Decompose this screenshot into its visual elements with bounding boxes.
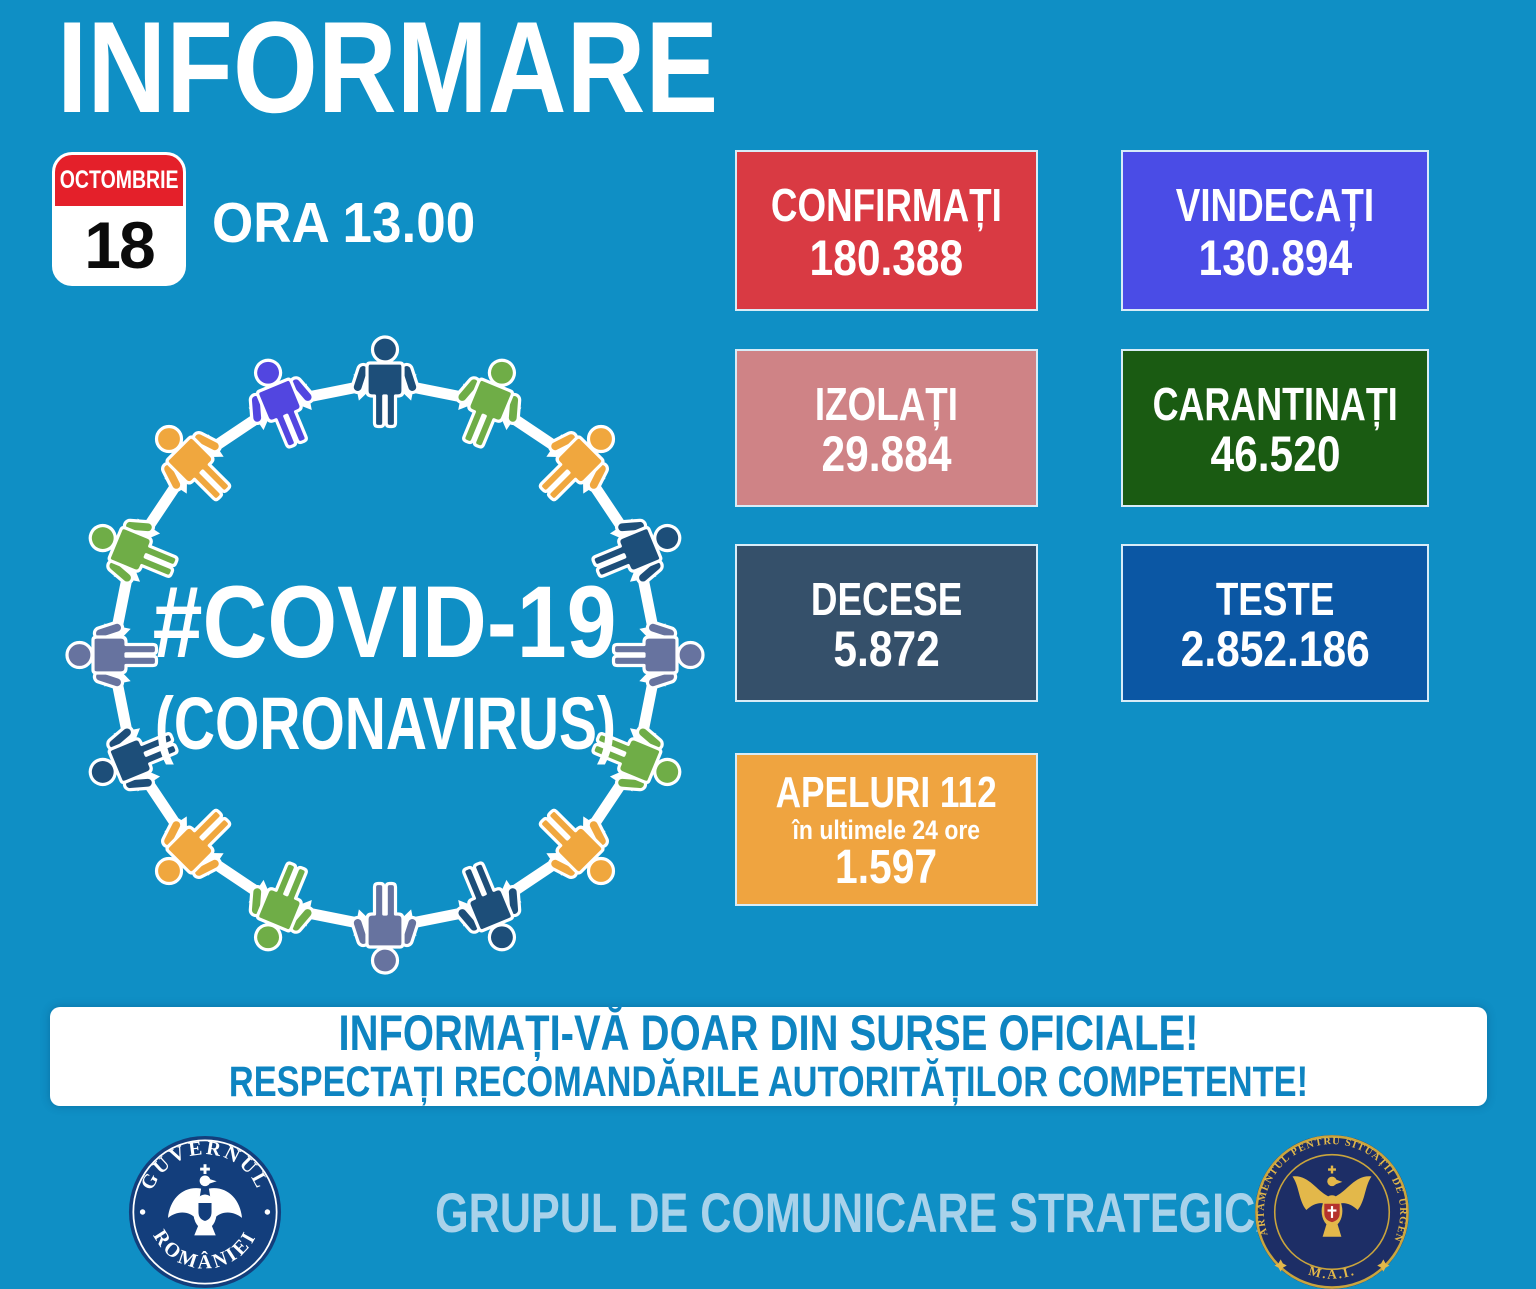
page-title: INFORMARE [57,0,719,140]
banner-line-2: RESPECTAȚI RECOMANDĂRILE AUTORITĂȚILOR C… [228,1058,1309,1107]
svg-text:M.A.I.: M.A.I. [1307,1263,1357,1282]
person-figure [520,404,636,520]
person-figure [134,404,250,520]
stat-label: TESTE [1215,573,1335,625]
person-figure [134,790,250,906]
person-figure [439,851,540,964]
stat-label: CARANTINAȚI [1152,378,1398,430]
stat-value: 46.520 [1210,426,1340,482]
stat-label: IZOLAȚI [814,378,959,430]
dsu-eagle-emblem [1292,1165,1372,1237]
banner-line-1: INFORMAȚI-VĂ DOAR DIN SURSE OFICIALE! [338,1005,1199,1062]
strategic-communication-group-label: GRUPUL DE COMUNICARE STRATEGICĂ [435,1181,1287,1244]
stat-value: 180.388 [809,230,964,286]
diagram-caption: #COVID-19 (CORONAVIRUS) [55,571,715,761]
stat-box-vindecati: VINDECAȚI 130.894 [1121,150,1429,311]
stat-value: 5.872 [833,621,940,677]
calendar-icon: OCTOMBRIE 18 [52,152,186,286]
person-figure [349,881,421,975]
dsu-logo-mai-text: M.A.I. [1307,1263,1355,1282]
stat-box-apeluri-112: APELURI 112 în ultimele 24 ore 1.597 [735,753,1038,906]
diagram-caption-line1: #COVID-19 [153,565,617,679]
stat-label: CONFIRMAȚI [771,179,1002,231]
emergency-situations-department-logo: DEPARTAMENTUL PENTRU SITUAȚII DE URGENȚĂ… [1253,1133,1411,1289]
person-figure [520,790,636,906]
diagram-caption-line2: (CORONAVIRUS) [154,682,616,765]
stat-label: APELURI 112 [775,768,998,817]
stat-value: 29.884 [821,426,952,482]
person-figure [349,335,421,429]
person-figure [230,851,331,964]
stat-box-carantinati: CARANTINAȚI 46.520 [1121,349,1429,507]
government-of-romania-logo: GUVERNUL ROMÂNIEI [127,1134,283,1289]
stat-box-decese: DECESE 5.872 [735,544,1038,702]
stat-box-confirmati: CONFIRMAȚI 180.388 [735,150,1038,311]
stat-sublabel: în ultimele 24 ore [792,815,981,845]
calendar-month: OCTOMBRIE [55,155,183,207]
stat-label: DECESE [810,573,963,625]
covid-circle-diagram: #COVID-19 (CORONAVIRUS) [55,325,715,985]
time-label: ORA 13.00 [212,191,476,255]
stat-box-izolati: IZOLAȚI 29.884 [735,349,1038,507]
calendar-day: 18 [84,207,155,282]
gov-eagle-emblem [167,1164,243,1236]
stat-box-teste: TESTE 2.852.186 [1121,544,1429,702]
person-figure [439,346,540,459]
stat-value: 1.597 [835,841,938,894]
stat-label: VINDECAȚI [1175,179,1375,231]
person-figure [230,346,331,459]
stat-value: 2.852.186 [1180,621,1370,677]
official-sources-banner: INFORMAȚI-VĂ DOAR DIN SURSE OFICIALE! RE… [50,1007,1487,1106]
stat-value: 130.894 [1198,230,1352,286]
